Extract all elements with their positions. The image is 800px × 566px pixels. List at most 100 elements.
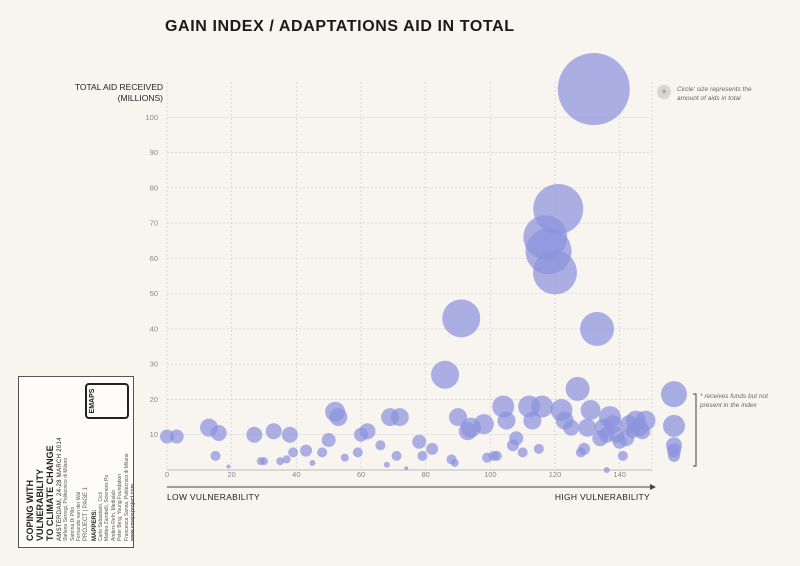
y-tick-label: 30: [150, 360, 158, 369]
data-point: [340, 453, 349, 462]
y-tick-label: 20: [150, 395, 158, 404]
x-axis-arrow-head: [650, 484, 656, 490]
data-point: [412, 434, 427, 449]
data-point: [282, 455, 291, 464]
y-tick-label: 40: [150, 324, 158, 333]
data-point: [321, 433, 336, 448]
data-point: [300, 444, 313, 457]
data-point: [533, 250, 577, 295]
y-axis-label: TOTAL AID RECEIVED (MILLIONS): [75, 82, 163, 103]
data-point: [246, 426, 263, 443]
outside-index-point: [661, 381, 687, 408]
data-point: [329, 408, 348, 427]
data-point: [160, 429, 174, 444]
project-card-content: Coping with vulnerability to climate cha…: [19, 377, 136, 549]
data-point: [497, 411, 516, 430]
data-point: [288, 447, 299, 458]
outside-index-bubbles: [661, 381, 687, 462]
size-legend: + Circle' size represents the amount of …: [657, 85, 752, 102]
data-point: [260, 457, 268, 466]
axes: [167, 469, 656, 490]
card-website: www.emapsproject.com: [130, 483, 136, 541]
x-tick-label: 80: [421, 470, 429, 479]
data-point: [578, 442, 591, 455]
data-point: [603, 467, 610, 473]
card-title-2: vulnerability: [35, 469, 45, 541]
bracket: [693, 393, 697, 467]
data-point: [281, 426, 298, 443]
data-point: [635, 410, 656, 431]
x-label-high: HIGH VULNERABILITY: [555, 492, 650, 502]
data-point: [473, 414, 494, 435]
data-point: [449, 408, 467, 427]
y-tick-label: 100: [145, 113, 158, 122]
plus-icon: [657, 85, 671, 99]
plus-glyph: +: [661, 87, 667, 98]
x-tick-label: 120: [549, 470, 562, 479]
side-note-line-2: present in the index: [699, 402, 757, 409]
data-point: [169, 429, 184, 444]
data-point: [533, 443, 544, 454]
data-point: [375, 440, 386, 451]
data-point: [442, 299, 481, 338]
x-tick-label: 40: [292, 470, 300, 479]
data-point: [509, 431, 524, 446]
data-point: [210, 424, 227, 441]
data-point: [531, 395, 554, 418]
x-tick-label: 20: [227, 470, 235, 479]
data-point: [580, 400, 601, 421]
x-tick-label: 140: [613, 470, 626, 479]
outside-index-point: [663, 414, 685, 437]
bubbles: [160, 53, 656, 473]
y-tick-label: 10: [150, 430, 158, 439]
data-point: [565, 376, 590, 401]
data-point: [517, 447, 528, 458]
side-note-line-1: * receives funds but not: [700, 393, 769, 400]
data-point: [265, 423, 282, 440]
data-point: [391, 450, 402, 461]
chart-title: GAIN INDEX / ADAPTATIONS AID IN TOTAL: [165, 18, 515, 35]
legend-note-line-2: amount of aids in total: [677, 95, 741, 102]
y-tick-label: 80: [150, 183, 158, 192]
outside-index-note: * receives funds but not present in the …: [693, 393, 769, 467]
data-point: [426, 442, 439, 455]
y-axis-label-line-2: (MILLIONS): [118, 93, 164, 103]
x-tick-label: 100: [484, 470, 497, 479]
card-title-3: to climate change: [45, 445, 55, 541]
data-point: [383, 461, 390, 468]
card-title-1: Coping with: [25, 480, 35, 541]
data-point: [417, 450, 428, 461]
x-label-low: LOW VULNERABILITY: [167, 492, 260, 502]
data-point: [359, 423, 376, 440]
data-point: [431, 360, 460, 389]
data-point: [390, 408, 409, 427]
data-point: [533, 183, 584, 234]
project-card: Coping with vulnerability to climate cha…: [18, 376, 136, 549]
data-point: [617, 450, 628, 461]
data-point: [580, 311, 615, 346]
x-tick-label: 60: [357, 470, 365, 479]
emaps-logo: EMAPS: [85, 383, 129, 419]
data-point: [557, 53, 630, 126]
data-point: [491, 450, 502, 461]
data-point: [317, 447, 328, 458]
y-tick-label: 50: [150, 289, 158, 298]
data-point: [578, 418, 597, 437]
data-point: [226, 464, 231, 469]
data-point: [210, 450, 221, 461]
data-point: [563, 419, 580, 436]
y-tick-label: 70: [150, 219, 158, 228]
x-tick-label: 0: [165, 470, 169, 479]
y-tick-label: 90: [150, 148, 158, 157]
outside-index-point: [668, 449, 680, 462]
data-point: [404, 466, 409, 471]
y-tick-label: 60: [150, 254, 158, 263]
legend-note-line-1: Circle' size represents the: [677, 86, 752, 93]
data-point: [450, 458, 459, 467]
data-point: [309, 459, 316, 466]
data-point: [352, 447, 363, 458]
grid: 0 20 40 60 80 100 120 140 10 20 30 40 50 60 70 80 90 100: [145, 82, 653, 479]
data-point: [276, 457, 285, 466]
y-axis-label-line-1: TOTAL AID RECEIVED: [75, 82, 163, 92]
